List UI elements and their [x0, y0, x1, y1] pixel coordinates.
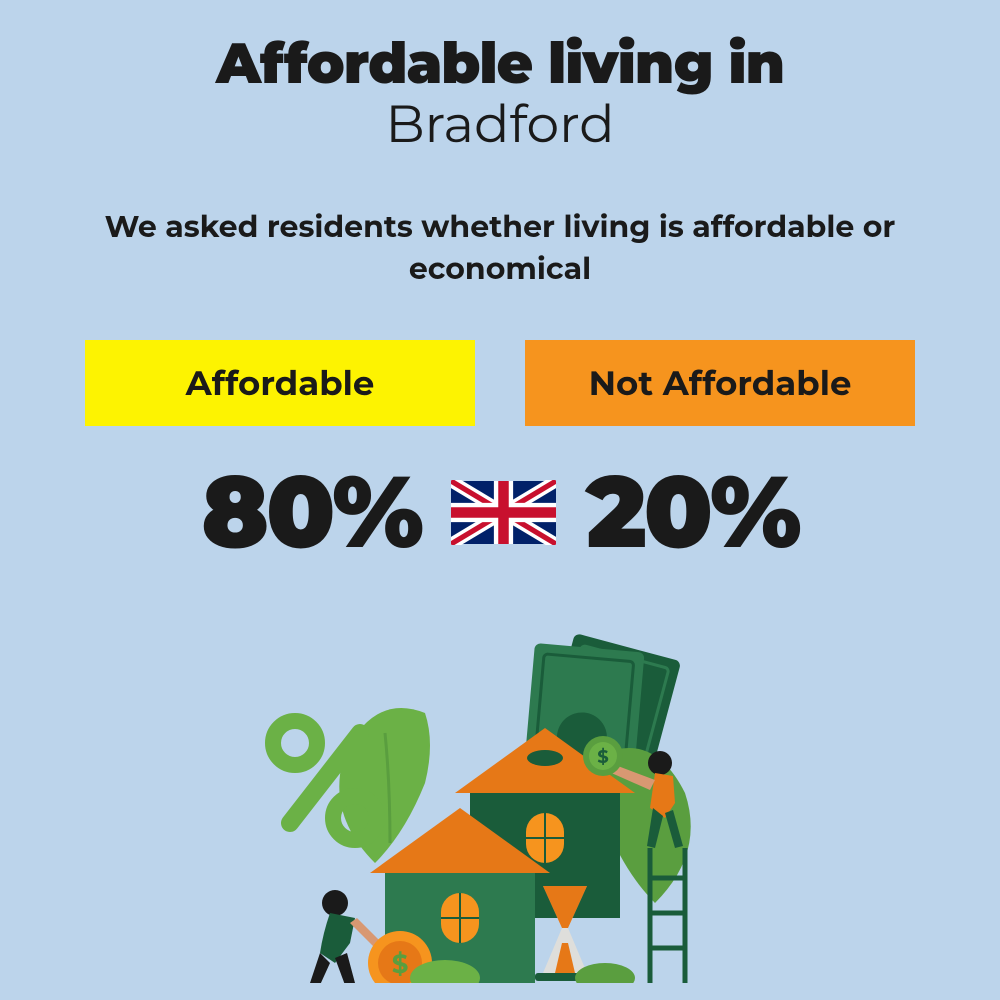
infographic-container: Affordable living in Bradford We asked r… — [0, 0, 1000, 983]
city-subtitle: Bradford — [60, 93, 940, 156]
not-affordable-box: Not Affordable — [525, 340, 915, 426]
main-title: Affordable living in — [60, 30, 940, 98]
svg-text:$: $ — [392, 948, 409, 980]
uk-flag-icon — [451, 480, 556, 545]
affordable-percent: 80% — [201, 451, 421, 573]
category-boxes: Affordable Not Affordable — [60, 340, 940, 426]
housing-illustration: $ $ — [225, 633, 775, 983]
affordable-box: Affordable — [85, 340, 475, 426]
percentage-row: 80% 20% — [60, 451, 940, 573]
coin-right-icon: $ — [583, 736, 623, 776]
svg-text:$: $ — [597, 746, 608, 768]
not-affordable-percent: 20% — [586, 451, 799, 573]
description-text: We asked residents whether living is aff… — [100, 206, 900, 290]
